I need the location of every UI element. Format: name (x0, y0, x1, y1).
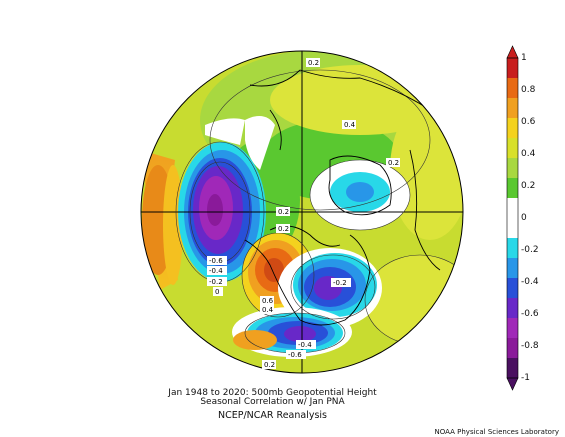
contour-labels: 0.2 0.4 0.2 0.2 0.2 -0.6 -0.4 -0.2 0 -0.… (207, 58, 400, 369)
colorbar-segment (507, 118, 518, 139)
contour-label: 0.2 (278, 208, 289, 216)
colorbar-tick-label: -0.4 (521, 277, 539, 287)
contour-label: -0.2 (333, 279, 347, 287)
map-title: Jan 1948 to 2020: 500mb Geopotential Hei… (168, 388, 377, 398)
map-disc (141, 51, 463, 373)
contour-label: 0.4 (262, 306, 274, 314)
contour-label: -0.6 (209, 257, 223, 265)
colorbar-segment (507, 318, 518, 339)
colorbar-segment (507, 238, 518, 259)
colorbar-segment (507, 98, 518, 119)
colorbar-tick-label: -0.8 (521, 341, 539, 351)
colorbar-segment (507, 58, 518, 79)
contour-label: 0.6 (262, 297, 274, 305)
colorbar-tick-label: -1 (521, 373, 530, 383)
colorbar-segment (507, 178, 518, 199)
colorbar-tick-label: 0 (521, 213, 527, 223)
colorbar-frame (506, 57, 519, 379)
credit-label: NOAA Physical Sciences Laboratory (434, 428, 559, 436)
contour-label: -0.2 (209, 278, 223, 286)
colorbar-segment (507, 158, 518, 179)
contour-label: 0.2 (264, 361, 275, 369)
colorbar-tick-label: -0.2 (521, 245, 539, 255)
colorbar-segment (507, 218, 518, 239)
colorbar-tick-label: 0.6 (521, 117, 536, 127)
contour-label: -0.4 (209, 267, 223, 275)
colorbar-max-arrow (506, 45, 519, 59)
colorbar-tick-label: -0.6 (521, 309, 539, 319)
colorbar-segment (507, 298, 518, 319)
colorbar-segment (507, 198, 518, 219)
dataset-label: NCEP/NCAR Reanalysis (217, 410, 327, 421)
colorbar-segment (507, 78, 518, 99)
map-subtitle: Seasonal Correlation w/ Jan PNA (200, 397, 345, 407)
contour-label: 0.2 (308, 59, 319, 67)
colorbar-segment (507, 258, 518, 279)
colorbar-tick-label: 0.8 (521, 85, 536, 95)
contour-label: 0 (215, 288, 219, 296)
contour-label: -0.6 (288, 351, 302, 359)
colorbar-segment (507, 338, 518, 359)
contour-label: 0.4 (344, 121, 356, 129)
contour-label: -0.4 (298, 341, 312, 349)
contour-label: 0.2 (278, 225, 289, 233)
colorbar-tick-label: 1 (521, 53, 527, 63)
colorbar-tick-label: 0.4 (521, 149, 536, 159)
colorbar-segment (507, 278, 518, 299)
colorbar (506, 45, 519, 391)
colorbar-segment (507, 358, 518, 379)
colorbar-tick-label: 0.2 (521, 181, 536, 191)
colorbar-segment (507, 138, 518, 159)
contour-label: 0.2 (388, 159, 399, 167)
